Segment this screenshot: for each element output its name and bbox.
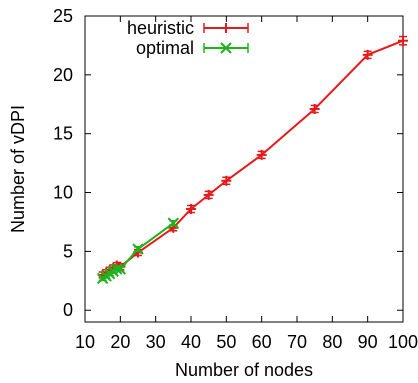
x-tick-label: 50 — [216, 332, 236, 352]
y-tick-label: 25 — [53, 6, 73, 26]
data-point-optimal — [111, 263, 123, 275]
x-tick-label: 90 — [358, 332, 378, 352]
x-tick-label: 40 — [181, 332, 201, 352]
legend-label-heuristic: heuristic — [127, 18, 194, 38]
x-tick-label: 20 — [110, 332, 130, 352]
data-point-optimal — [167, 217, 180, 229]
y-tick-label: 15 — [53, 124, 73, 144]
data-point-optimal — [132, 243, 144, 255]
legend-label-optimal: optimal — [136, 38, 194, 58]
plot-frame — [84, 15, 404, 323]
x-tick-label: 60 — [252, 332, 272, 352]
y-axis-label: Number of vDPI — [8, 105, 28, 233]
x-tick-label: 30 — [146, 332, 166, 352]
y-tick-label: 10 — [53, 183, 73, 203]
series-line-heuristic — [102, 39, 404, 276]
data-point-optimal — [114, 263, 127, 275]
legend-marker-optimal — [220, 42, 232, 54]
x-tick-label: 70 — [287, 332, 307, 352]
y-tick-label: 20 — [53, 65, 73, 85]
series-layer — [96, 35, 408, 285]
axis-ticks: 10 20 30 40 50 60 70 80 90 100 0 5 10 15 20 25 — [53, 6, 418, 352]
x-tick-label: 100 — [388, 332, 418, 352]
x-axis-label: Number of nodes — [175, 360, 313, 380]
y-tick-label: 5 — [63, 241, 73, 261]
series-optimal — [96, 217, 180, 285]
x-tick-label: 80 — [322, 332, 342, 352]
y-tick-label: 0 — [63, 300, 73, 320]
x-tick-label: 10 — [75, 332, 95, 352]
